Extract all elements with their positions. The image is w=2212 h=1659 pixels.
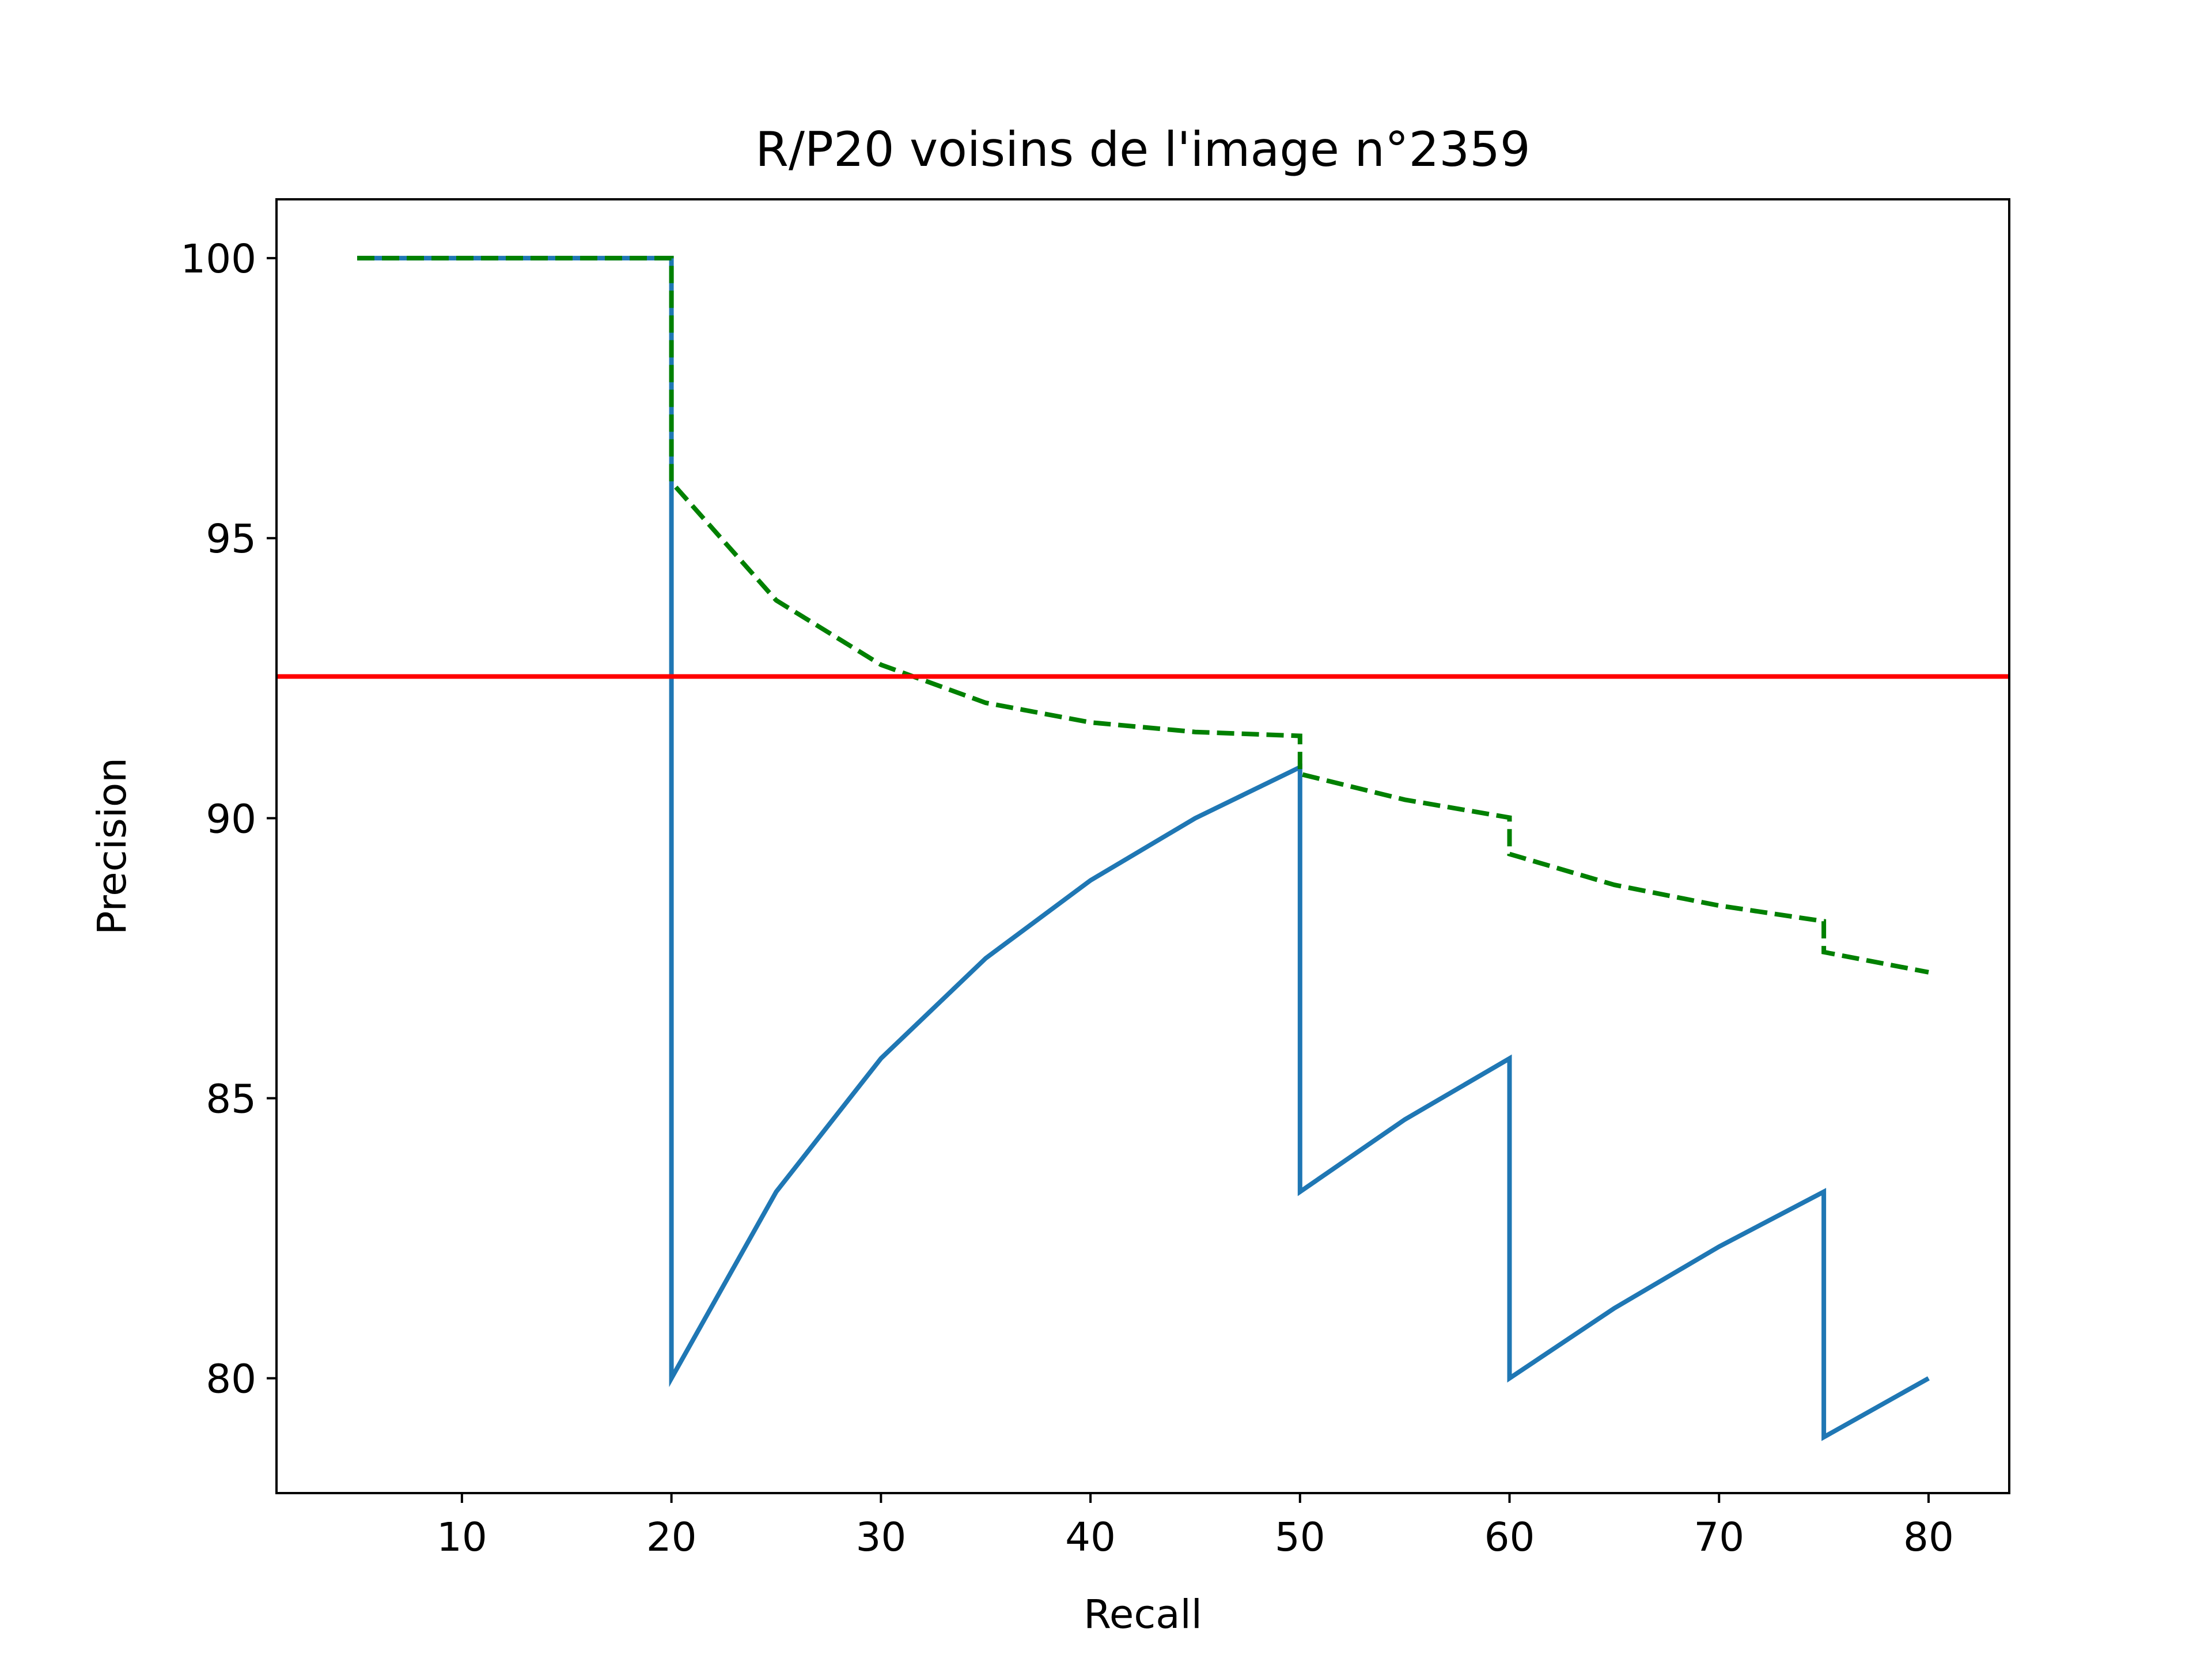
chart-title: R/P20 voisins de l'image n°2359	[755, 122, 1530, 177]
x-tick-label: 10	[437, 1514, 487, 1560]
x-tick-label: 50	[1275, 1514, 1325, 1560]
x-tick-label: 40	[1065, 1514, 1116, 1560]
x-tick-label: 30	[855, 1514, 906, 1560]
series-layer	[276, 256, 2009, 1441]
y-tick-label: 80	[206, 1357, 256, 1403]
y-tick-label: 95	[206, 516, 256, 562]
plot-frame	[275, 198, 2010, 1494]
series-line-2	[357, 256, 1929, 975]
x-tick-label: 80	[1903, 1514, 1954, 1560]
y-tick-label: 85	[206, 1077, 256, 1123]
y-tick-label: 90	[206, 796, 256, 842]
x-axis-label: Recall	[1084, 1592, 1202, 1638]
ticks-layer: 10 20 30 40 50 60 70 80 80 85 90 95 100	[180, 236, 1954, 1560]
x-tick-label: 70	[1694, 1514, 1744, 1560]
y-tick-label: 100	[180, 236, 256, 282]
x-tick-label: 60	[1484, 1514, 1535, 1560]
y-axis-label: Precision	[89, 757, 135, 935]
x-tick-label: 20	[646, 1514, 697, 1560]
